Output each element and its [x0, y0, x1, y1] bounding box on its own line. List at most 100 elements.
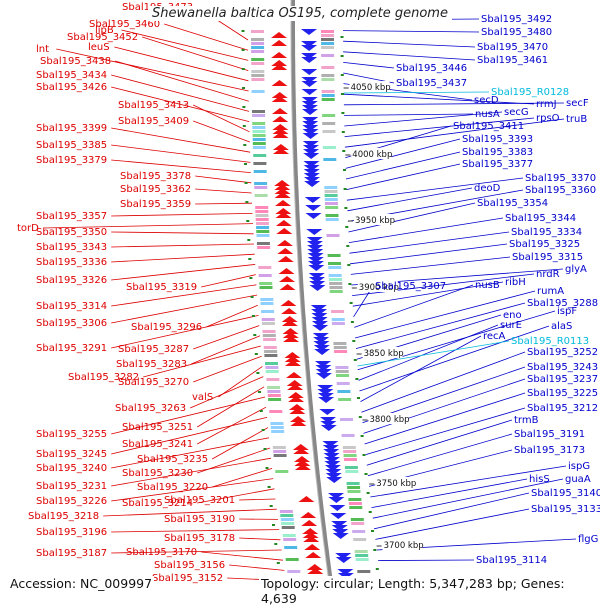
forward-category-bar: [266, 370, 279, 373]
gene-label-sbal195-3191: Sbal195_3191: [514, 429, 585, 440]
forward-gene-arrow: [271, 52, 287, 58]
gene-label-sbal195-3252: Sbal195_3252: [527, 347, 598, 358]
forward-label-connector: [111, 264, 255, 280]
forward-category-bar: [265, 366, 278, 369]
reverse-category-bar: [335, 366, 348, 369]
gene-label-sbal195-3411: Sbal195_3411: [453, 121, 524, 132]
forward-category-bar: [253, 130, 266, 133]
forward-category-bar: [264, 350, 277, 353]
reverse-gene-arrow: [304, 181, 320, 187]
reverse-category-bar: [336, 370, 349, 373]
reverse-gene-arrow: [301, 29, 317, 35]
forward-category-bar: [257, 234, 270, 237]
forward-category-bar: [251, 30, 264, 33]
tick-dot: [242, 68, 245, 70]
forward-gene-arrow: [272, 80, 288, 86]
reverse-gene-arrow: [330, 513, 346, 519]
reverse-gene-arrow: [302, 81, 318, 87]
gene-label-sbal195-3350: Sbal195_3350: [36, 227, 107, 238]
gene-label-nrdr: nrdR: [536, 269, 560, 280]
forward-category-bar: [274, 454, 287, 457]
gene-label-sbal195-3133: Sbal195_3133: [531, 504, 600, 515]
tick-dot: [251, 296, 254, 298]
forward-label-connector: [111, 244, 254, 247]
tick-dot: [355, 378, 358, 380]
reverse-category-bar: [325, 198, 338, 201]
gene-label-sbal195-3343: Sbal195_3343: [36, 242, 107, 253]
gene-label-rpso: rpsO: [536, 113, 560, 124]
forward-gene-arrow: [281, 300, 297, 306]
gene-label-trmb: trmB: [514, 415, 539, 426]
gene-label-sbal195-3170: Sbal195_3170: [126, 547, 197, 558]
gene-label-leus: leuS: [88, 42, 110, 53]
reverse-category-bar: [334, 346, 347, 349]
forward-label-connector: [201, 552, 283, 560]
gene-label-trub: truB: [566, 114, 587, 125]
reverse-category-bar: [329, 274, 342, 277]
forward-gene-arrow: [272, 116, 288, 122]
gene-label-sbal195-3140: Sbal195_3140: [531, 488, 600, 499]
gene-label-nusb: nusB: [475, 280, 500, 291]
gene-label-sbal195-3231: Sbal195_3231: [36, 481, 107, 492]
reverse-category-bar: [332, 322, 345, 325]
forward-gene-arrow: [305, 552, 321, 558]
tick-dot: [341, 93, 344, 95]
forward-gene-arrow: [280, 284, 296, 290]
reverse-category-bar: [345, 466, 358, 469]
forward-category-bar: [269, 410, 282, 413]
forward-gene-arrow: [272, 108, 288, 114]
kbp-tick-label: 4050 kbp: [351, 83, 391, 93]
forward-category-bar: [265, 362, 278, 365]
reverse-label-connector: [374, 493, 529, 529]
forward-label-connector: [111, 145, 250, 162]
gene-label-sbal195-3438: Sbal195_3438: [40, 56, 111, 67]
gene-label-sbal195-3409: Sbal195_3409: [118, 116, 189, 127]
tick-dot: [341, 55, 344, 57]
reverse-gene-arrow: [310, 285, 326, 291]
forward-gene-arrow: [304, 544, 320, 550]
forward-label-connector: [229, 565, 284, 570]
forward-gene-arrow: [300, 512, 316, 518]
reverse-category-bar: [321, 38, 334, 41]
gene-label-sbal195-3255: Sbal195_3255: [36, 429, 107, 440]
forward-category-bar: [251, 74, 264, 77]
rna-label-sbal195-r0128: Sbal195_R0128: [491, 87, 569, 98]
forward-category-bar: [260, 286, 273, 289]
gene-label-sbal195-3190: Sbal195_3190: [164, 514, 235, 525]
gene-label-hiss: hisS: [529, 474, 550, 485]
forward-gene-arrow: [277, 248, 293, 254]
forward-category-bar: [273, 450, 286, 453]
reverse-label-connector: [343, 52, 475, 60]
forward-category-bar: [254, 182, 267, 185]
reverse-category-bar: [343, 446, 356, 449]
forward-category-bar: [282, 526, 295, 529]
rna-label-sbal195-r0113: Sbal195_R0113: [511, 336, 589, 347]
gene-label-sbal195-3283: Sbal195_3283: [116, 359, 187, 370]
reverse-category-bar: [348, 498, 361, 501]
tick-dot: [345, 226, 348, 228]
reverse-category-bar: [349, 502, 362, 505]
reverse-category-bar: [348, 490, 361, 493]
reverse-category-bar: [340, 418, 353, 421]
reverse-label-connector: [347, 188, 472, 211]
forward-category-bar: [251, 70, 264, 73]
gene-label-sbal195-3393: Sbal195_3393: [462, 134, 533, 145]
forward-label-connector: [218, 366, 262, 397]
tick-dot: [247, 239, 250, 241]
reverse-category-bar: [347, 482, 360, 485]
forward-gene-arrow: [271, 32, 287, 38]
forward-category-bar: [266, 378, 279, 381]
gene-label-deod: deoD: [474, 183, 501, 194]
reverse-gene-arrow: [329, 505, 345, 511]
kbp-tick-label: 3850 kbp: [364, 349, 404, 359]
reverse-gene-arrow: [301, 45, 317, 51]
reverse-gene-arrow: [319, 409, 335, 415]
reverse-category-bar: [351, 522, 364, 525]
reverse-category-bar: [325, 194, 338, 197]
gene-label-sbal195-3326: Sbal195_3326: [36, 275, 107, 286]
gene-label-sbal195-3357: Sbal195_3357: [36, 211, 107, 222]
gene-label-sbal195-3296: Sbal195_3296: [131, 322, 202, 333]
forward-category-bar: [268, 398, 281, 401]
forward-category-bar: [280, 514, 293, 517]
tick-dot: [348, 283, 351, 285]
